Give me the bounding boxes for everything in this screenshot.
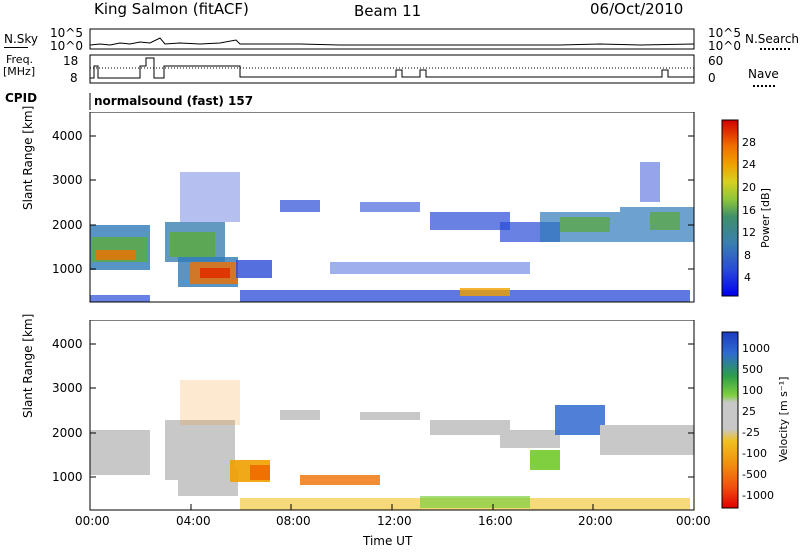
xtick-20: 20:00	[578, 514, 613, 528]
power-y-ticks	[90, 135, 694, 270]
nave-tick-bottom: 0	[708, 71, 716, 85]
power-panel	[89, 112, 739, 303]
velocity-ylabel: Slant Range [km]	[21, 313, 35, 418]
freq-tick-top: 18	[63, 54, 79, 68]
power-cb-label: Power [dB]	[759, 188, 772, 248]
velocity-ytick-4000: 4000	[52, 337, 83, 351]
velocity-cb-neg25: -25	[742, 426, 760, 439]
velocity-ytick-1000: 1000	[52, 470, 83, 484]
power-cb-4: 4	[744, 271, 751, 284]
power-ytick-3000: 3000	[52, 173, 83, 187]
freq-label: Freq.	[6, 53, 34, 66]
xtick-04: 04:00	[176, 514, 211, 528]
cpid-text: normalsound (fast) 157	[94, 94, 254, 108]
nave-series	[90, 57, 694, 79]
cpid-label: CPID	[5, 91, 38, 105]
velocity-cb-1000: 1000	[742, 342, 770, 355]
power-cb-16: 16	[742, 204, 756, 217]
nsky-frame	[89, 28, 695, 50]
nsearch-tick-bottom: 10^0	[708, 39, 741, 53]
velocity-y-ticks	[90, 343, 694, 478]
nave-tick-top: 60	[708, 54, 724, 68]
power-colorbar	[721, 119, 739, 297]
power-cb-20: 20	[742, 181, 756, 194]
velocity-ytick-3000: 3000	[52, 381, 83, 395]
xtick-00-start: 00:00	[75, 514, 110, 528]
nsky-label: N.Sky	[4, 32, 39, 46]
velocity-cb-25: 25	[742, 405, 756, 418]
nsky-series	[89, 37, 695, 46]
power-cb-12: 12	[742, 226, 756, 239]
power-cb-8: 8	[744, 249, 751, 262]
nsky-tick-bottom: 10^0	[50, 39, 83, 53]
xtick-00-end: 00:00	[676, 514, 711, 528]
velocity-heatmap	[90, 380, 694, 510]
nsearch-label: N.Search	[745, 32, 800, 46]
velocity-colorbar	[721, 331, 739, 509]
nsearch-legend-line	[760, 48, 790, 50]
nave-legend-line	[753, 85, 775, 87]
top-panel	[89, 28, 695, 110]
velocity-cb-neg100: -100	[742, 447, 767, 460]
velocity-cb-100: 100	[742, 384, 763, 397]
velocity-cb-neg1000: -1000	[742, 489, 774, 502]
velocity-panel	[89, 320, 739, 511]
station-title: King Salmon (fitACF)	[94, 0, 249, 18]
freq-unit-label: [MHz]	[3, 65, 36, 78]
power-ylabel: Slant Range [km]	[21, 105, 35, 210]
velocity-cb-neg500: -500	[742, 468, 767, 481]
power-ytick-1000: 1000	[52, 262, 83, 276]
nsearch-tick-top: 10^5	[708, 26, 741, 40]
xtick-12: 12:00	[377, 514, 412, 528]
power-heatmap	[90, 162, 694, 302]
velocity-x-ticks	[89, 504, 695, 510]
xtick-16: 16:00	[478, 514, 513, 528]
power-ytick-2000: 2000	[52, 218, 83, 232]
power-ytick-4000: 4000	[52, 129, 83, 143]
xtick-08: 08:00	[276, 514, 311, 528]
power-cb-24: 24	[742, 158, 756, 171]
beam-title: Beam 11	[354, 2, 422, 20]
power-cb-28: 28	[742, 136, 756, 149]
nave-label: Nave	[748, 67, 779, 81]
date-title: 06/Oct/2010	[590, 0, 684, 18]
power-frame	[89, 112, 695, 303]
velocity-cb-500: 500	[742, 363, 763, 376]
velocity-cb-label: Velocity [m s⁻¹]	[777, 376, 790, 462]
nsky-tick-top: 10^5	[50, 26, 83, 40]
x-axis-label: Time UT	[363, 534, 413, 548]
freq-tick-bottom: 8	[70, 71, 78, 85]
freq-frame	[89, 54, 695, 84]
nsky-legend-line	[4, 47, 28, 48]
velocity-ytick-2000: 2000	[52, 426, 83, 440]
